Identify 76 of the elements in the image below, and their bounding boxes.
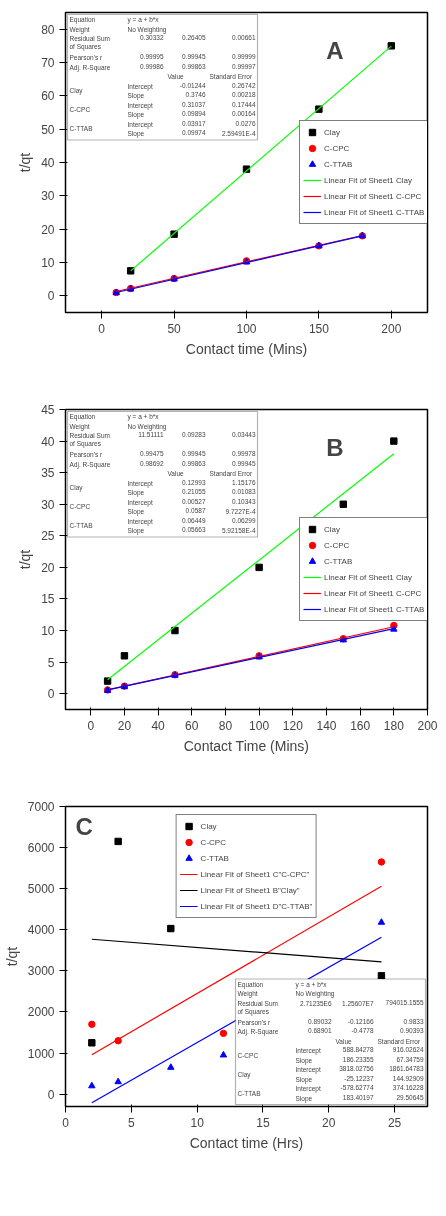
y-tick-label: 30 [41,189,55,204]
x-tick-label: 150 [308,321,330,336]
legend-label: C-CPC [200,836,226,849]
x-tick-label: 200 [381,321,402,336]
x-tick-label: 25 [387,1115,402,1130]
x-tick-label: 60 [185,718,199,733]
y-tick-label: 20 [41,560,55,575]
legend-label: Linear Fit of Sheet1 D"C-TTAB" [200,900,313,913]
x-tick-label: 0 [62,1115,70,1130]
text: A [326,36,344,64]
y-axis-title: t/qt [17,549,34,570]
legend-label: Linear Fit of Sheet1 C-TTAB [324,206,425,219]
x-tick-label: 100 [236,321,257,336]
x-tick-label: 80 [218,718,233,733]
x-tick-label: 160 [350,718,371,733]
chart-title: C [75,812,93,840]
legend-label: Linear Fit of Sheet1 Clay [324,571,413,584]
text: B [326,433,344,461]
y-tick-label: 40 [41,434,55,449]
x-tick-label: 200 [417,718,438,733]
y-tick-label: 35 [41,466,55,481]
y-tick-label: 50 [41,122,55,137]
x-tick-label: 20 [322,1115,336,1130]
legend-label: Linear Fit of Sheet1 B"Clay" [200,884,300,897]
y-tick-label: 7000 [27,800,55,814]
y-tick-label: 15 [41,592,55,607]
legend-label: Clay [324,523,341,536]
y-axis-title: t/qt [17,152,34,173]
y-tick-label: 10 [41,256,55,270]
y-tick-label: 6000 [27,841,55,856]
legend-label: C-CPC [324,142,350,155]
x-tick-label: 100 [249,718,270,733]
x-tick-label: 140 [316,718,337,733]
x-tick-label: 5 [127,1115,135,1130]
y-tick-label: 30 [41,497,55,512]
y-tick-label: 40 [41,156,55,170]
legend-label: C-TTAB [324,158,353,171]
y-tick-label: 0 [47,289,55,304]
y-axis-title: t/qt [3,946,20,967]
y-tick-label: 70 [41,56,55,70]
y-tick-label: 4000 [27,923,55,938]
y-tick-label: 3000 [27,964,55,979]
x-tick-label: 180 [383,718,405,733]
x-axis-title: Contact time (Hrs) [189,1134,304,1151]
y-tick-label: 25 [41,529,55,544]
legend-label: Linear Fit of Sheet1 C"C-CPC" [200,868,310,881]
legend-label: C-TTAB [324,555,353,568]
x-tick-label: 20 [117,718,132,733]
y-tick-label: 60 [41,89,55,104]
y-tick-label: 0 [47,1087,55,1102]
y-tick-label: 10 [41,624,55,639]
x-tick-label: 10 [190,1115,205,1130]
x-axis-title: Contact Time (Mins) [183,737,309,754]
x-tick-label: 0 [98,321,106,336]
x-axis-title: Contact time (Mins) [185,340,308,357]
y-tick-label: 2000 [27,1005,55,1020]
x-tick-label: 120 [282,718,304,733]
x-tick-label: 50 [167,321,182,336]
y-tick-label: 20 [41,222,55,237]
x-tick-label: 0 [87,718,95,733]
x-tick-label: 15 [256,1115,270,1130]
y-tick-label: 0 [47,687,55,702]
legend-label: Linear Fit of Sheet1 C-CPC [324,190,422,203]
legend-label: Clay [200,820,218,833]
legend-label: C-CPC [324,539,350,552]
legend-label: Clay [324,126,341,139]
x-tick-label: 40 [151,718,166,733]
y-tick-label: 45 [41,403,55,417]
legend-label: Linear Fit of Sheet1 Clay [324,174,413,187]
y-tick-label: 5 [47,655,55,670]
y-tick-label: 1000 [27,1046,55,1061]
y-tick-label: 80 [41,22,55,37]
legend-label: C-TTAB [200,852,229,865]
legend-label: Linear Fit of Sheet1 C-CPC [324,587,422,600]
y-tick-label: 5000 [27,882,55,897]
legend-label: Linear Fit of Sheet1 C-TTAB [324,603,425,616]
